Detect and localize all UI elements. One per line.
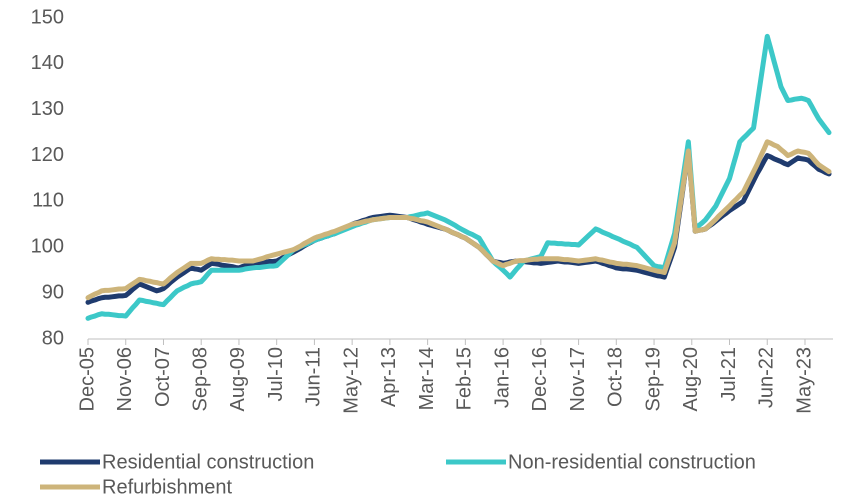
x-tick-label: Dec-05 [76,347,98,411]
y-tick-label: 140 [31,52,64,74]
x-tick-label: May-23 [793,347,815,414]
y-tick-label: 130 [31,98,64,120]
y-tick-label: 90 [42,281,64,303]
x-tick-label: Nov-06 [114,347,136,411]
x-tick-label: Oct-07 [152,347,174,407]
x-tick-label: Nov-17 [567,347,589,411]
y-tick-label: 80 [42,327,64,349]
series-line [85,33,832,321]
y-tick-label: 110 [32,190,64,212]
x-tick-label: Apr-13 [378,347,400,407]
x-tick-label: May-12 [340,347,362,414]
series-line [85,139,832,301]
y-tick-label: 100 [31,236,64,258]
x-tick-label: Feb-15 [454,347,476,410]
x-tick-label: Jul-10 [265,347,287,401]
legend-label: Refurbishment [102,476,233,498]
x-tick-label: Mar-14 [416,347,438,410]
x-tick-label: Sep-08 [189,347,211,412]
x-tick-label: Sep-19 [642,347,664,412]
legend-label: Residential construction [102,451,314,473]
x-tick-label: Jul-21 [718,347,740,401]
legend-label: Non-residential construction [508,451,756,473]
x-tick-label: Jun-11 [303,347,325,407]
y-tick-label: 150 [31,6,64,28]
x-tick-label: Aug-20 [680,347,702,412]
x-tick-label: Jan-16 [491,347,513,408]
x-tick-label: Aug-09 [227,347,249,412]
x-tick-label: Oct-18 [605,347,627,407]
x-tick-label: Jun-22 [756,347,778,408]
x-tick-label: Dec-16 [529,347,551,411]
y-tick-label: 120 [31,144,64,166]
